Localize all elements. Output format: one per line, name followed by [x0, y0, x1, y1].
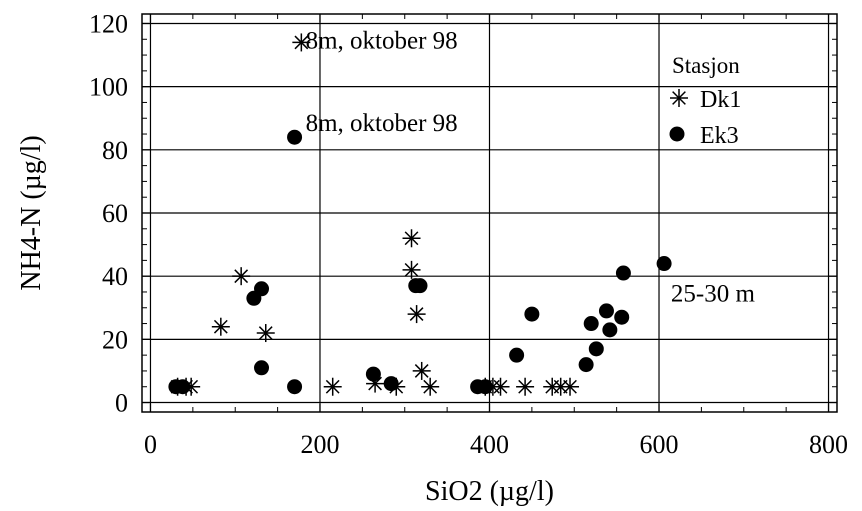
point-ek3 — [175, 379, 191, 395]
point-ek3 — [383, 376, 399, 392]
point-dk1 — [421, 377, 440, 396]
y-tick-label: 100 — [89, 73, 128, 102]
point-ek3 — [598, 303, 614, 319]
point-ek3 — [287, 379, 303, 395]
point-ek3 — [254, 360, 270, 376]
legend-label-dk1: Dk1 — [700, 87, 741, 113]
point-ek3 — [588, 341, 604, 357]
point-ek3 — [412, 278, 428, 294]
point-ek3 — [287, 129, 303, 145]
annotations: 8m, oktober 98 8m, oktober 98 25-30 m — [306, 28, 756, 308]
point-ek3 — [477, 379, 493, 395]
y-tick-label: 20 — [102, 325, 128, 354]
point-dk1 — [412, 361, 431, 380]
x-axis-label: SiO2 (µg/l) — [425, 476, 554, 507]
x-tick-label: 600 — [640, 430, 679, 459]
annotation-text: 8m, oktober 98 — [306, 28, 458, 55]
point-ek3 — [614, 309, 630, 325]
annotation-text: 8m, oktober 98 — [306, 110, 458, 137]
annotation-text: 25-30 m — [671, 280, 756, 307]
y-tick-label: 80 — [102, 136, 128, 165]
point-dk1 — [292, 33, 311, 52]
x-tick-label: 200 — [300, 430, 339, 459]
legend-marker-dk1 — [670, 89, 688, 107]
y-axis-label: NH4-N (µg/l) — [16, 135, 47, 290]
point-dk1 — [402, 260, 421, 279]
point-ek3 — [509, 347, 525, 363]
x-tick-labels: 0 200 400 600 800 — [144, 430, 848, 459]
legend: Stasjon Dk1 Ek3 — [669, 53, 741, 149]
data-points — [168, 33, 672, 396]
legend-title: Stasjon — [672, 53, 740, 78]
point-ek3 — [656, 256, 672, 272]
point-dk1 — [323, 377, 342, 396]
y-tick-label: 40 — [102, 262, 128, 291]
point-ek3 — [602, 322, 618, 338]
point-ek3 — [524, 306, 540, 322]
point-dk1 — [232, 267, 251, 286]
point-ek3 — [615, 265, 631, 281]
point-dk1 — [491, 377, 510, 396]
point-ek3 — [578, 357, 594, 373]
y-tick-label: 60 — [102, 199, 128, 228]
point-dk1 — [516, 377, 535, 396]
x-tick-label: 0 — [144, 430, 157, 459]
point-dk1 — [256, 324, 275, 343]
grid-lines — [142, 14, 837, 412]
point-dk1 — [211, 317, 230, 336]
y-tick-label: 120 — [89, 9, 128, 38]
point-ek3 — [583, 316, 599, 332]
x-tick-label: 400 — [470, 430, 509, 459]
y-tick-labels: 0 20 40 60 80 100 120 — [89, 9, 128, 417]
legend-marker-ek3 — [669, 126, 685, 142]
point-dk1 — [561, 377, 580, 396]
x-tick-label: 800 — [809, 430, 848, 459]
point-dk1 — [407, 305, 426, 324]
y-tick-label: 0 — [115, 389, 128, 418]
point-ek3 — [254, 281, 270, 297]
axis-ticks — [142, 14, 837, 412]
legend-label-ek3: Ek3 — [700, 123, 739, 149]
point-dk1 — [402, 229, 421, 248]
point-ek3 — [365, 366, 381, 382]
